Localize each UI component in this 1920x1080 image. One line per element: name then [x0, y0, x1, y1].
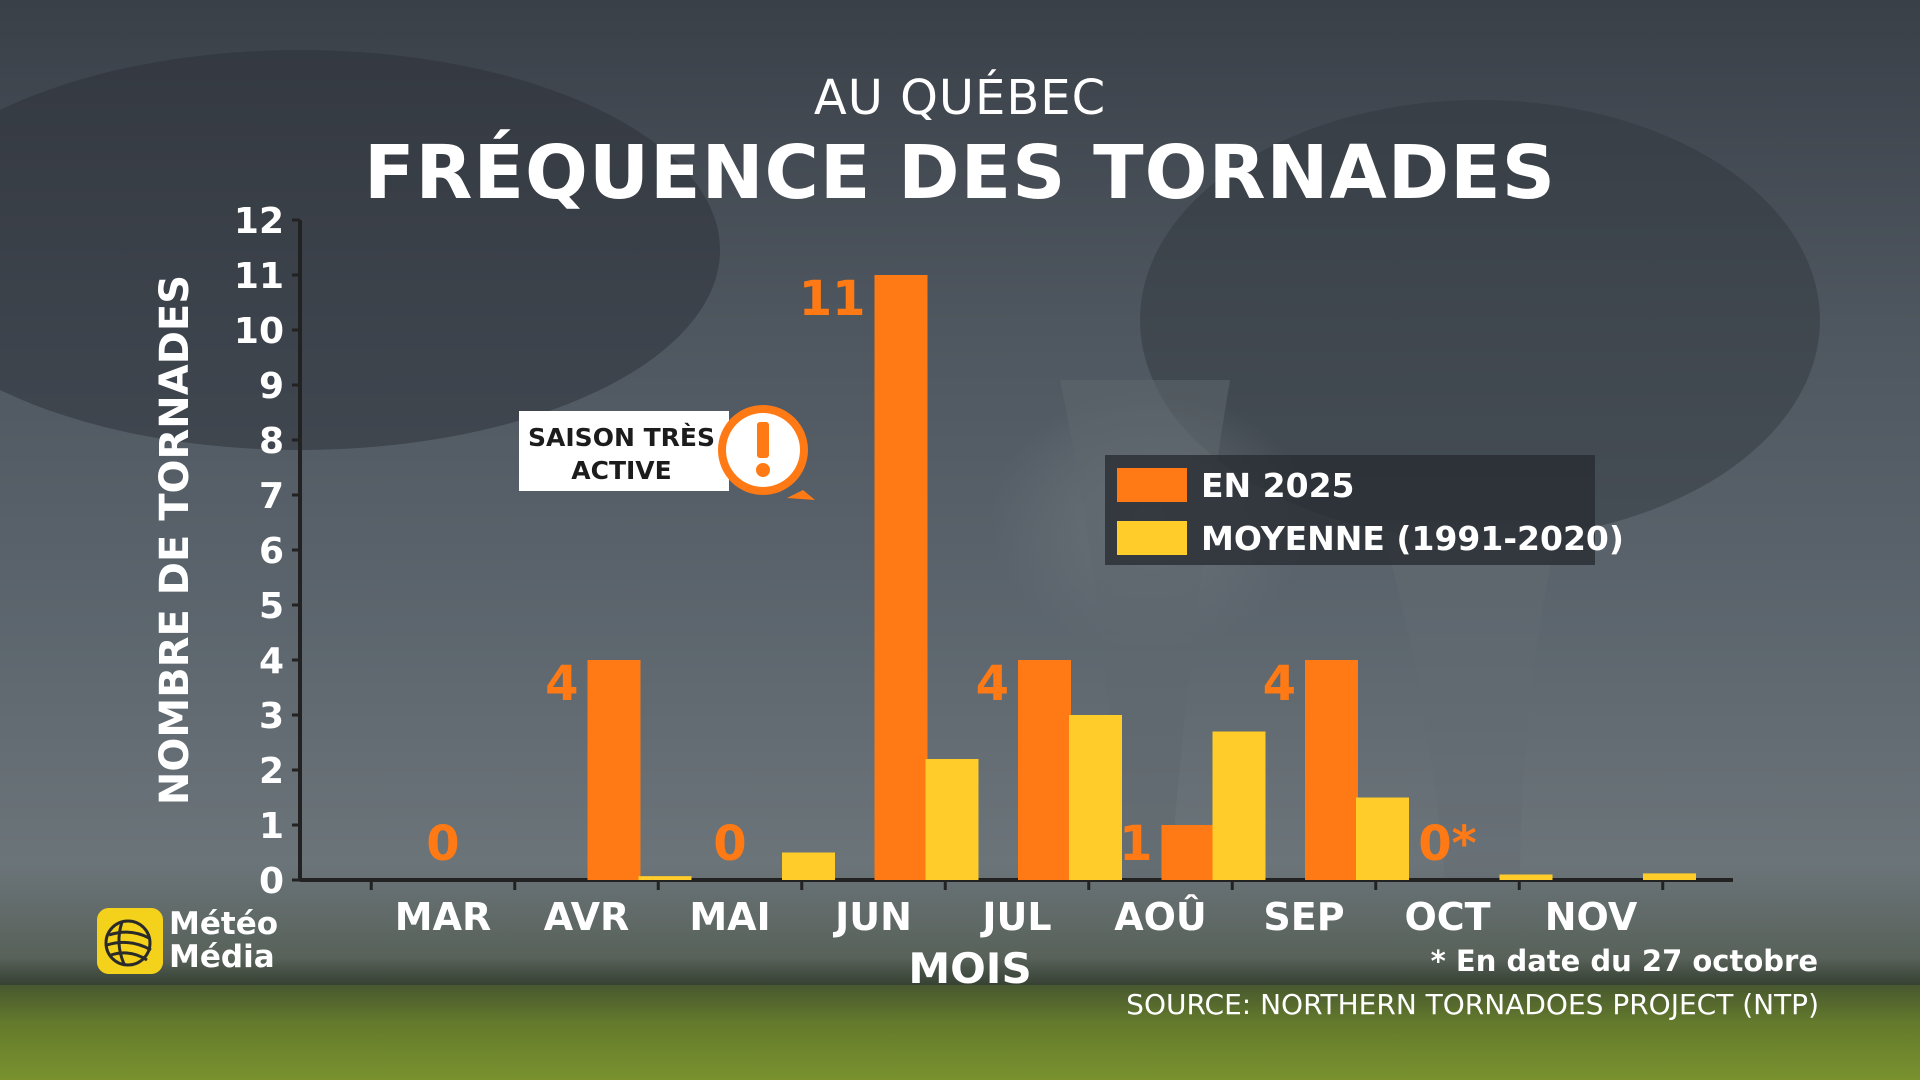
y-axis-label: NOMBRE DE TORNADES [152, 274, 198, 806]
data-label-2025: 0* [1418, 816, 1477, 872]
x-tick-label: AOÛ [1114, 895, 1207, 939]
legend-item-average: MOYENNE (1991-2020) [1117, 518, 1624, 558]
bar-2025 [1161, 825, 1215, 880]
y-tick-label: 6 [259, 531, 284, 572]
data-label-2025: 11 [799, 271, 866, 327]
exclamation-icon [718, 405, 815, 500]
data-label-2025: 4 [976, 656, 1009, 712]
bar-2025 [587, 660, 641, 880]
bar-average [1643, 873, 1696, 880]
treeline [0, 958, 1920, 988]
data-label-2025: 0 [426, 816, 459, 872]
y-tick-label: 7 [259, 476, 284, 517]
grass-field [0, 985, 1920, 1080]
data-label-2025: 4 [545, 656, 578, 712]
bar-average [782, 852, 835, 880]
chart-subtitle: AU QUÉBEC [813, 70, 1107, 126]
data-label-2025: 1 [1119, 816, 1152, 872]
logo-line-2: Média [169, 939, 275, 975]
y-tick-label: 3 [259, 696, 284, 737]
bar-2025 [1305, 660, 1358, 880]
x-tick-label: JUL [979, 895, 1051, 939]
x-tick-label: MAI [689, 895, 770, 939]
legend-item-2025: EN 2025 [1117, 465, 1355, 505]
y-tick-label: 9 [259, 366, 284, 407]
callout-text: SAISON TRÈS ACTIVE [528, 423, 715, 485]
x-tick-label: MAR [395, 895, 491, 939]
x-axis-label: MOIS [908, 944, 1032, 993]
logo-text: Météo Média [169, 908, 278, 974]
active-season-callout: SAISON TRÈS ACTIVE [519, 411, 729, 491]
y-tick-label: 2 [259, 751, 284, 792]
legend-swatch-2025 [1117, 468, 1187, 502]
globe-logo-icon [97, 908, 163, 974]
bar-2025 [874, 275, 928, 880]
y-tick-label: 5 [259, 586, 284, 627]
legend-swatch-average [1117, 521, 1187, 555]
y-tick-label: 1 [259, 806, 284, 847]
bar-average [1069, 715, 1122, 880]
bar-average [638, 876, 692, 880]
chart-title: FRÉQUENCE DES TORNADES [363, 130, 1557, 216]
bar-average [1499, 874, 1553, 880]
data-label-2025: 4 [1263, 656, 1296, 712]
y-tick-label: 0 [259, 861, 284, 902]
y-tick-label: 11 [234, 256, 284, 297]
x-tick-label: SEP [1263, 895, 1344, 939]
data-label-2025: 0 [713, 816, 746, 872]
legend-label-average: MOYENNE (1991-2020) [1201, 518, 1624, 558]
x-tick-label: AVR [544, 895, 630, 939]
y-tick-label: 4 [259, 641, 284, 682]
x-tick-label: JUN [832, 895, 912, 939]
source-credit: SOURCE: NORTHERN TORNADOES PROJECT (NTP) [1126, 988, 1819, 1021]
chart-legend: EN 2025 MOYENNE (1991-2020) [1105, 455, 1624, 565]
y-tick-label: 10 [234, 311, 284, 352]
bar-average [1356, 797, 1409, 880]
bar-2025 [1018, 660, 1071, 880]
legend-label-2025: EN 2025 [1201, 465, 1355, 505]
x-tick-label: NOV [1545, 895, 1638, 939]
logo-line-1: Météo [169, 906, 279, 942]
bar-average [1212, 731, 1266, 880]
bar-average [925, 759, 979, 880]
x-tick-label: OCT [1404, 895, 1490, 939]
meteomedia-logo: Météo Média [97, 908, 297, 978]
y-tick-label: 12 [234, 201, 284, 242]
y-tick-label: 8 [259, 421, 284, 462]
date-footnote: * En date du 27 octobre [1430, 944, 1818, 978]
